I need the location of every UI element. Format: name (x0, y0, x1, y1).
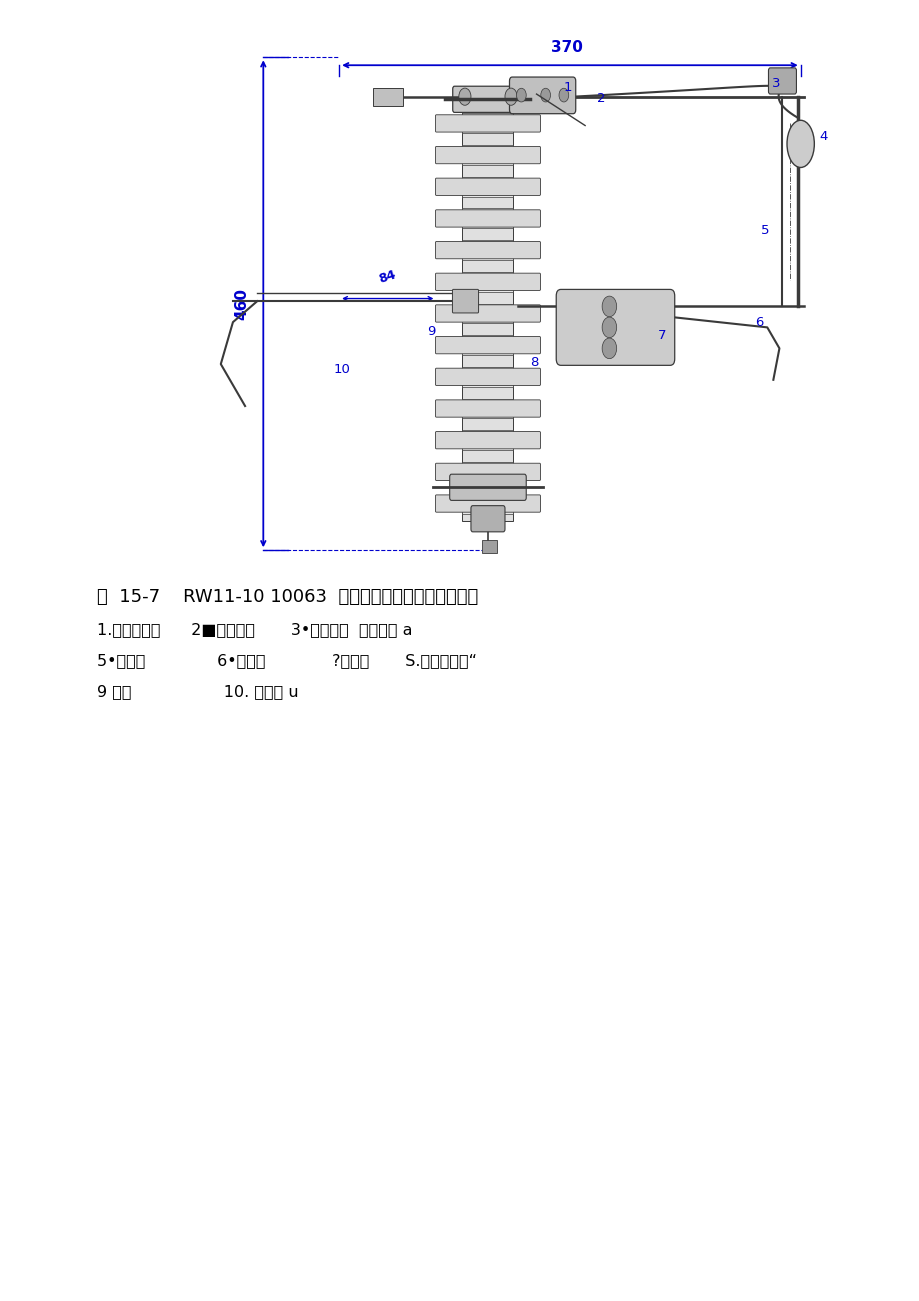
Text: 2: 2 (596, 92, 605, 105)
Text: 9 瓷瓶                  10. 安装板 u: 9 瓷瓶 10. 安装板 u (96, 684, 298, 700)
Text: 460: 460 (234, 288, 249, 320)
FancyBboxPatch shape (471, 506, 505, 532)
Bar (462, 208, 513, 229)
Text: 5•消弧管              6•下触头             ?下支座       S.下接线卡板“: 5•消弧管 6•下触头 ?下支座 S.下接线卡板“ (96, 653, 476, 669)
Text: 1: 1 (563, 81, 572, 94)
Text: 84: 84 (377, 268, 398, 285)
Bar (462, 109, 513, 522)
FancyBboxPatch shape (449, 474, 526, 501)
Bar (462, 398, 513, 419)
FancyBboxPatch shape (556, 289, 674, 366)
Ellipse shape (786, 120, 813, 168)
FancyBboxPatch shape (435, 304, 540, 323)
Text: 6: 6 (754, 316, 763, 329)
Text: 9: 9 (426, 324, 436, 337)
Text: 5: 5 (760, 224, 769, 237)
FancyBboxPatch shape (435, 273, 540, 290)
Text: 1.上接绕卡板      2■上静触头       3•释压巾冒  上接触头 a: 1.上接绕卡板 2■上静触头 3•释压巾冒 上接触头 a (96, 622, 412, 637)
Circle shape (601, 297, 616, 316)
Bar (462, 146, 513, 165)
Bar (462, 336, 513, 355)
Text: 10: 10 (333, 363, 349, 376)
FancyBboxPatch shape (435, 114, 540, 133)
Text: 370: 370 (550, 40, 583, 55)
Bar (462, 367, 513, 386)
Circle shape (601, 317, 616, 338)
Bar (462, 272, 513, 291)
Bar (462, 493, 513, 514)
Circle shape (516, 88, 526, 101)
Bar (482, 540, 496, 553)
Circle shape (505, 88, 516, 105)
Bar (462, 113, 513, 134)
FancyBboxPatch shape (435, 432, 540, 449)
Circle shape (459, 88, 471, 105)
FancyBboxPatch shape (435, 209, 540, 228)
FancyBboxPatch shape (435, 368, 540, 385)
Text: 4: 4 (818, 130, 826, 143)
Bar (462, 431, 513, 450)
FancyBboxPatch shape (435, 178, 540, 195)
FancyBboxPatch shape (452, 289, 478, 314)
FancyBboxPatch shape (767, 68, 796, 94)
Bar (462, 241, 513, 260)
Text: 图  15-7    RW11-10 10063  型户外交流高压跳落式燕断器: 图 15-7 RW11-10 10063 型户外交流高压跳落式燕断器 (96, 588, 477, 606)
Bar (462, 303, 513, 324)
FancyBboxPatch shape (435, 463, 540, 480)
FancyBboxPatch shape (435, 147, 540, 164)
FancyBboxPatch shape (452, 86, 523, 112)
Circle shape (601, 338, 616, 359)
Text: 7: 7 (657, 329, 665, 342)
FancyBboxPatch shape (509, 77, 575, 113)
Circle shape (540, 88, 550, 101)
Bar (462, 462, 513, 481)
FancyBboxPatch shape (435, 242, 540, 259)
FancyBboxPatch shape (435, 494, 540, 513)
FancyBboxPatch shape (435, 399, 540, 418)
Bar (462, 177, 513, 196)
Text: 3: 3 (771, 77, 780, 90)
Bar (372, 88, 403, 105)
FancyBboxPatch shape (435, 337, 540, 354)
Circle shape (559, 88, 568, 101)
Text: 8: 8 (530, 356, 539, 369)
